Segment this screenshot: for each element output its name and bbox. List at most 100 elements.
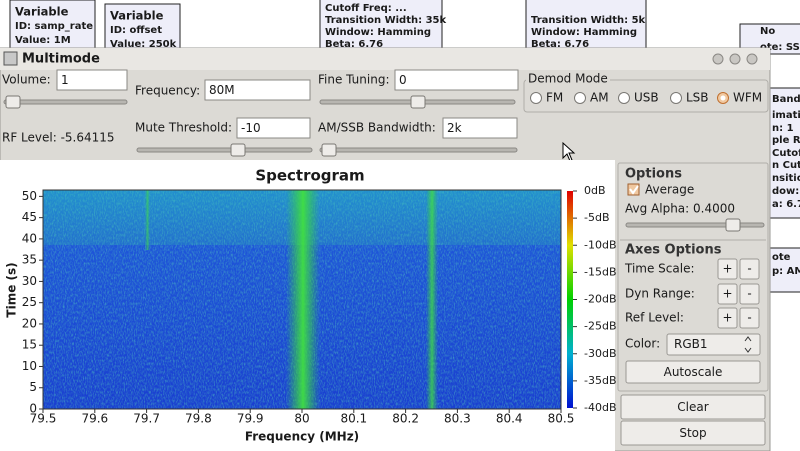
label: Color: <box>625 337 660 351</box>
block-text: imatio <box>772 110 800 121</box>
slider-handle[interactable] <box>725 218 741 232</box>
close-button[interactable] <box>746 53 758 65</box>
minimize-button[interactable] <box>712 53 724 65</box>
slider-handle[interactable] <box>321 143 337 157</box>
block <box>525 0 647 49</box>
button[interactable] <box>739 307 760 329</box>
button[interactable] <box>620 420 766 446</box>
block-text: Transition Width: 5k <box>531 15 646 26</box>
text-input[interactable] <box>442 117 518 139</box>
x-tick-label: 80 <box>294 412 309 426</box>
input-value: 0 <box>399 73 407 87</box>
check-mark <box>629 185 639 195</box>
y-tick-label: 25 <box>22 295 37 309</box>
button-label: - <box>747 311 751 325</box>
block-text: Variable <box>15 5 69 19</box>
label: RF Level: -5.64115 <box>2 131 115 145</box>
maximize-button[interactable] <box>729 53 741 65</box>
block-text: No <box>760 26 775 37</box>
block-text: Value: 250k <box>110 39 177 50</box>
block <box>9 0 96 49</box>
block-text: dow: H <box>772 186 800 197</box>
flowgraph-background: Variable ID: samp_rate Value: 1M Variable ID… <box>9 0 800 293</box>
x-tick-label: 80.5 <box>548 412 575 426</box>
signal-band <box>145 190 150 250</box>
button-label: - <box>747 262 751 276</box>
label: Avg Alpha: 0.4000 <box>625 202 735 216</box>
colorbar-tick-label: -30dB <box>584 347 617 360</box>
button[interactable] <box>739 258 760 280</box>
block-text: nsitio <box>772 173 800 184</box>
controls: Volume: 1 Frequency: 80M Fine Tuning: 0 RF Lev… <box>2 69 769 162</box>
input-value: 2k <box>447 121 462 135</box>
slider-handle[interactable] <box>5 95 21 109</box>
button[interactable] <box>625 360 761 384</box>
input-value: -10 <box>241 121 261 135</box>
group-label: Demod Mode <box>528 72 608 86</box>
radio-label: WFM <box>733 91 762 105</box>
button[interactable] <box>717 283 738 305</box>
colorbar-tick-label: -20dB <box>584 293 617 306</box>
radio-label: FM <box>546 91 563 105</box>
checkbox-label: Average <box>645 183 694 197</box>
button-label: Autoscale <box>664 365 723 379</box>
y-tick-label: 0 <box>29 402 37 416</box>
slider-track <box>319 147 518 153</box>
label: Ref Level: <box>625 311 684 325</box>
colorbar <box>567 191 573 408</box>
radio-label: LSB <box>686 91 709 105</box>
block-text: n: 1 <box>772 123 794 134</box>
signal-band <box>286 190 320 409</box>
input-value: 80M <box>209 83 235 97</box>
block-text: Variable <box>110 9 164 23</box>
radio-button[interactable] <box>618 92 630 104</box>
text-input[interactable] <box>204 79 311 101</box>
text-input[interactable] <box>56 69 128 91</box>
radio-label: AM <box>590 91 609 105</box>
block <box>319 0 443 49</box>
y-tick-label: 20 <box>22 316 37 330</box>
radio-button[interactable] <box>574 92 586 104</box>
label: Frequency: <box>135 84 200 98</box>
y-tick-label: 5 <box>29 380 37 394</box>
combobox-arrows <box>744 336 752 353</box>
button[interactable] <box>717 258 738 280</box>
block <box>769 87 800 219</box>
combobox[interactable] <box>666 333 761 356</box>
label: AM/SSB Bandwidth: <box>318 121 436 135</box>
x-tick-label: 80.4 <box>496 412 523 426</box>
button-label: + <box>722 262 732 276</box>
y-tick-label: 15 <box>22 338 37 352</box>
window-icon <box>3 51 18 66</box>
button-label: + <box>722 311 732 325</box>
group-label-bg <box>526 72 610 86</box>
button[interactable] <box>739 283 760 305</box>
radio-button[interactable] <box>530 92 542 104</box>
checkbox[interactable] <box>627 183 640 196</box>
button-label: - <box>747 287 751 301</box>
label: Volume: <box>2 73 51 87</box>
block-text: Window: Hamming <box>325 27 431 38</box>
button-label: Clear <box>677 400 708 414</box>
button[interactable] <box>717 307 738 329</box>
slider-track <box>3 99 128 105</box>
block-text: ple Ra <box>772 135 800 146</box>
colorbar-tick-label: 0dB <box>584 184 606 197</box>
text-input[interactable] <box>236 117 311 139</box>
colorbar-tick-label: -25dB <box>584 320 617 333</box>
slider-track <box>136 147 313 153</box>
block-text: Band <box>772 94 800 105</box>
label: Mute Threshold: <box>135 121 232 135</box>
y-tick-label: 40 <box>22 231 37 245</box>
slider-handle[interactable] <box>230 143 246 157</box>
x-tick-label: 79.5 <box>30 412 57 426</box>
block-text: ID: samp_rate <box>15 21 93 32</box>
slider-handle[interactable] <box>410 95 426 109</box>
button[interactable] <box>620 394 766 420</box>
input-value: 1 <box>61 73 69 87</box>
radio-button[interactable] <box>670 92 682 104</box>
colorbar-tick-label: -10dB <box>584 238 617 251</box>
block-text: ID: offset <box>110 25 162 36</box>
text-input[interactable] <box>394 69 519 91</box>
